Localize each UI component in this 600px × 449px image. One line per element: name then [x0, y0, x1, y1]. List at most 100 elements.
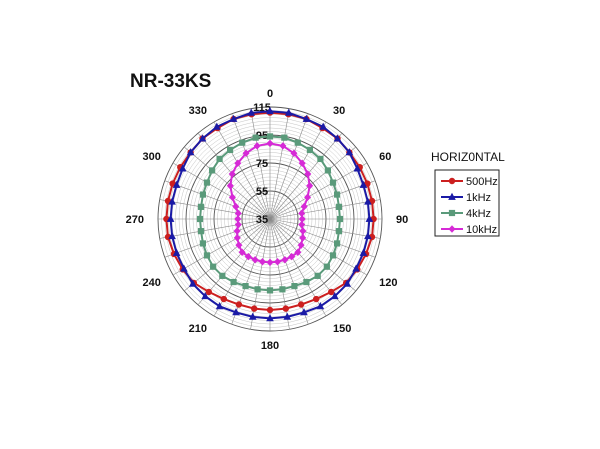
data-point [266, 287, 274, 294]
angle-tick-label: 150 [333, 323, 351, 335]
grid-spoke [213, 121, 271, 220]
data-point [327, 288, 335, 296]
data-point [313, 295, 320, 303]
legend-item: 4kHz [441, 208, 491, 220]
grid-spoke [172, 162, 271, 220]
angle-tick-label: 0 [267, 88, 273, 100]
angle-tick-label: 240 [143, 277, 161, 289]
data-point [448, 177, 456, 185]
data-point [168, 232, 176, 240]
grid-spoke [184, 218, 271, 292]
ring-tick-label: 75 [256, 158, 268, 170]
data-point [233, 234, 241, 242]
grid-spoke [269, 162, 368, 220]
legend-title: HORIZ0NTAL [431, 150, 505, 164]
data-point [266, 258, 274, 267]
data-point [250, 305, 258, 312]
grid-spoke [250, 108, 271, 220]
legend-label: 1kHz [466, 192, 491, 204]
grid-spoke [269, 180, 376, 220]
data-point [258, 258, 266, 266]
angle-tick-label: 180 [261, 340, 279, 352]
data-point [333, 191, 341, 198]
data-point [274, 258, 282, 266]
data-point [178, 164, 187, 172]
ring-tick-label: 55 [256, 186, 268, 198]
legend-label: 10kHz [466, 224, 497, 236]
data-point [290, 149, 298, 157]
data-point [242, 149, 250, 157]
ring-tick-label: 35 [256, 214, 268, 226]
data-point [298, 159, 306, 167]
data-point [300, 308, 308, 316]
data-point [336, 215, 344, 223]
data-point [335, 203, 343, 210]
data-point [299, 234, 307, 242]
data-point [254, 286, 261, 293]
data-point [234, 215, 242, 223]
series-layer [163, 106, 377, 322]
legend-item: 1kHz [441, 192, 491, 204]
data-point [166, 214, 175, 222]
data-point [306, 181, 314, 190]
chart-title: NR-33KS [130, 71, 211, 92]
angle-tick-label: 60 [379, 151, 391, 163]
data-point [253, 142, 261, 150]
data-point [235, 241, 243, 249]
data-point [279, 286, 286, 293]
data-point [329, 179, 337, 186]
grid-spoke [269, 218, 381, 239]
ring-tick-label: 95 [256, 130, 268, 142]
data-point [314, 272, 321, 279]
data-point [220, 295, 228, 303]
data-point [448, 209, 456, 217]
data-point [266, 106, 274, 115]
data-point [203, 252, 211, 259]
data-point [180, 264, 188, 272]
grid-spoke [269, 218, 356, 292]
data-point [227, 146, 234, 153]
grid-spoke [269, 218, 368, 276]
data-point [201, 291, 210, 300]
series-4khz [196, 133, 344, 294]
data-point [343, 279, 352, 287]
data-point [281, 256, 289, 264]
data-point [306, 146, 314, 153]
data-point [238, 248, 246, 256]
data-point [226, 181, 234, 190]
data-point [239, 139, 246, 146]
grid-spoke [269, 133, 343, 220]
data-point [302, 114, 311, 122]
data-point [364, 232, 372, 240]
grid-spoke [269, 199, 381, 220]
data-point [333, 134, 342, 142]
data-point [365, 214, 374, 222]
legend: HORIZ0NTAL 500Hz 1kHz 4kHz 10kHz [431, 150, 505, 237]
data-point [266, 139, 274, 148]
data-point [215, 302, 224, 310]
grid-spoke [159, 199, 271, 220]
data-point [324, 167, 332, 174]
data-point [304, 170, 312, 178]
grid-spoke [197, 133, 271, 220]
data-point [242, 282, 249, 290]
data-point [297, 241, 305, 249]
angle-labels: 0 30 60 90 120 150 180 210 240 270 300 330 [126, 88, 409, 352]
data-point [234, 220, 242, 229]
data-point [299, 227, 307, 235]
data-point [297, 301, 305, 308]
grid-spoke [184, 146, 271, 220]
data-point [229, 114, 238, 122]
data-point [282, 305, 290, 312]
legend-item: 500Hz [441, 176, 498, 188]
series-1khz [166, 106, 374, 322]
data-point [216, 155, 223, 163]
data-point [335, 228, 343, 235]
angle-tick-label: 90 [396, 214, 408, 226]
data-point [284, 108, 293, 116]
angle-tick-label: 270 [126, 214, 144, 226]
data-point [266, 133, 274, 140]
angle-tick-label: 300 [143, 151, 161, 163]
